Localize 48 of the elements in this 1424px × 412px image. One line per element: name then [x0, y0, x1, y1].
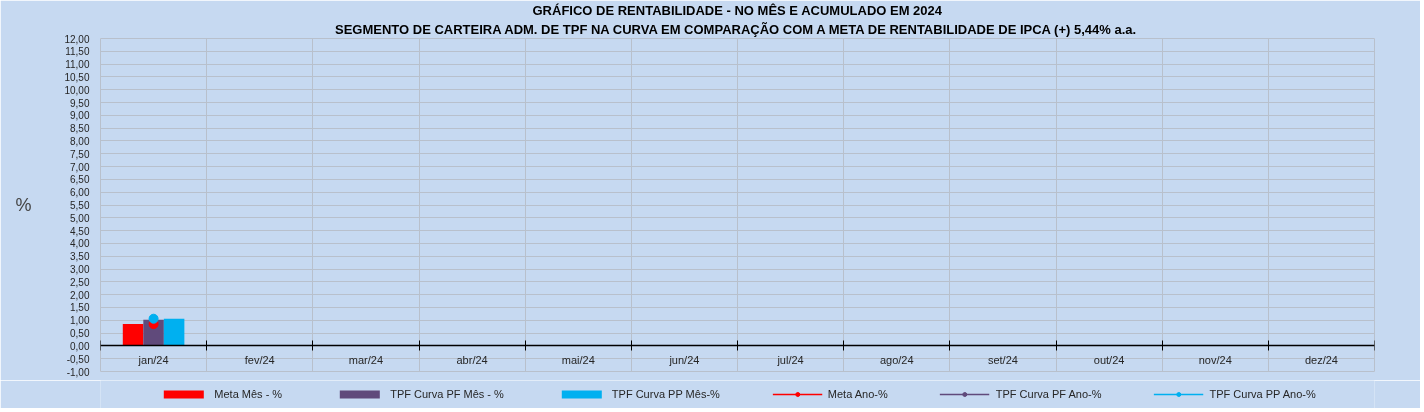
- legend-label: Meta Ano-%: [827, 388, 888, 400]
- y-tick-label: 4,50: [70, 225, 90, 237]
- y-tick-label: 6,00: [70, 187, 90, 199]
- y-tick-label: 4,00: [70, 238, 90, 250]
- legend-label: TPF Curva PF Mês - %: [390, 388, 504, 400]
- y-tick-label: 7,00: [70, 161, 90, 173]
- x-tick-label: mar/24: [348, 353, 384, 366]
- y-tick-label: 11,50: [65, 46, 90, 58]
- y-tick-label: 3,00: [70, 264, 90, 276]
- chart-subtitle: SEGMENTO DE CARTEIRA ADM. DE TPF NA CURVA EM COMPARAÇÃO COM A META DE RENTABILIDADE DE IPCA (+) 5,44% a.a.: [335, 21, 1137, 37]
- x-tick-label: jul/24: [776, 353, 804, 366]
- y-tick-label: 12,00: [64, 33, 90, 45]
- y-tick-label: 9,00: [70, 110, 90, 122]
- y-tick-label: 3,50: [70, 251, 90, 263]
- chart-title: GRÁFICO DE RENTABILIDADE - NO MÊS E ACUMULADO EM 2024: [532, 2, 943, 18]
- y-tick-label: 10,50: [64, 71, 90, 83]
- x-tick-label: ago/24: [879, 353, 914, 366]
- y-tick-label: 2,00: [70, 289, 90, 301]
- y-tick-label: 5,50: [70, 200, 90, 211]
- x-tick-label: mai/24: [561, 353, 595, 366]
- y-tick-label: -0,50: [66, 353, 90, 365]
- y-tick-label: 9,50: [70, 97, 90, 109]
- y-tick-label: 0,00: [70, 340, 90, 352]
- y-tick-label: 1,50: [70, 302, 90, 314]
- legend-label: Meta Mês - %: [214, 388, 283, 400]
- y-tick-label: 10,00: [64, 84, 90, 96]
- y-tick-label: 11,00: [65, 59, 90, 71]
- x-tick-label: dez/24: [1304, 353, 1338, 366]
- x-tick-label: jun/24: [668, 353, 700, 366]
- y-axis-title: %: [15, 195, 32, 215]
- x-tick-label: jan/24: [137, 353, 169, 366]
- x-tick-label: nov/24: [1198, 353, 1232, 366]
- y-tick-label: -1,00: [66, 366, 90, 378]
- y-tick-label: 5,00: [70, 212, 90, 224]
- x-tick-label: abr/24: [456, 353, 488, 366]
- x-tick-label: out/24: [1093, 353, 1125, 366]
- y-tick-label: 7,50: [70, 148, 90, 160]
- y-tick-label: 8,50: [70, 123, 90, 135]
- x-tick-label: fev/24: [244, 353, 275, 366]
- x-tick-label: set/24: [987, 353, 1018, 366]
- legend-label: TPF Curva PF Ano-%: [995, 388, 1102, 400]
- y-tick-label: 1,00: [70, 315, 90, 327]
- y-tick-label: 0,50: [70, 328, 90, 340]
- y-tick-label: 2,50: [70, 276, 90, 288]
- y-tick-label: 6,50: [70, 174, 90, 186]
- legend-label: TPF Curva PP Mês-%: [611, 388, 720, 400]
- y-tick-label: 8,00: [70, 135, 90, 147]
- legend-label: TPF Curva PP Ano-%: [1209, 388, 1316, 400]
